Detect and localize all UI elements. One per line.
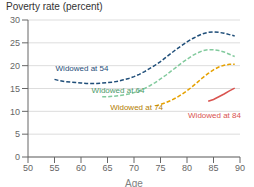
svg-text:50: 50	[23, 163, 33, 173]
svg-text:90: 90	[235, 163, 245, 173]
svg-text:55: 55	[49, 163, 59, 173]
svg-text:Widowed at 54: Widowed at 54	[56, 64, 109, 73]
svg-text:30: 30	[10, 15, 20, 25]
html-text:Poverty rate (percent): Poverty rate (percent)	[6, 1, 103, 12]
svg-text:65: 65	[102, 163, 112, 173]
svg-text:Age: Age	[125, 178, 143, 187]
svg-text:15: 15	[10, 84, 20, 94]
svg-text:75: 75	[155, 163, 165, 173]
svg-text:10: 10	[10, 107, 20, 117]
svg-text:85: 85	[208, 163, 218, 173]
svg-text:20: 20	[10, 61, 20, 71]
svg-text:0: 0	[15, 152, 20, 162]
svg-text:Widowed at 64: Widowed at 64	[92, 86, 145, 95]
svg-text:70: 70	[129, 163, 139, 173]
svg-text:Widowed at 74: Widowed at 74	[110, 103, 163, 112]
svg-text:5: 5	[15, 129, 20, 139]
svg-text:25: 25	[10, 38, 20, 48]
svg-text:80: 80	[182, 163, 192, 173]
svg-text:60: 60	[76, 163, 86, 173]
svg-text:Widowed at 84: Widowed at 84	[188, 111, 241, 120]
